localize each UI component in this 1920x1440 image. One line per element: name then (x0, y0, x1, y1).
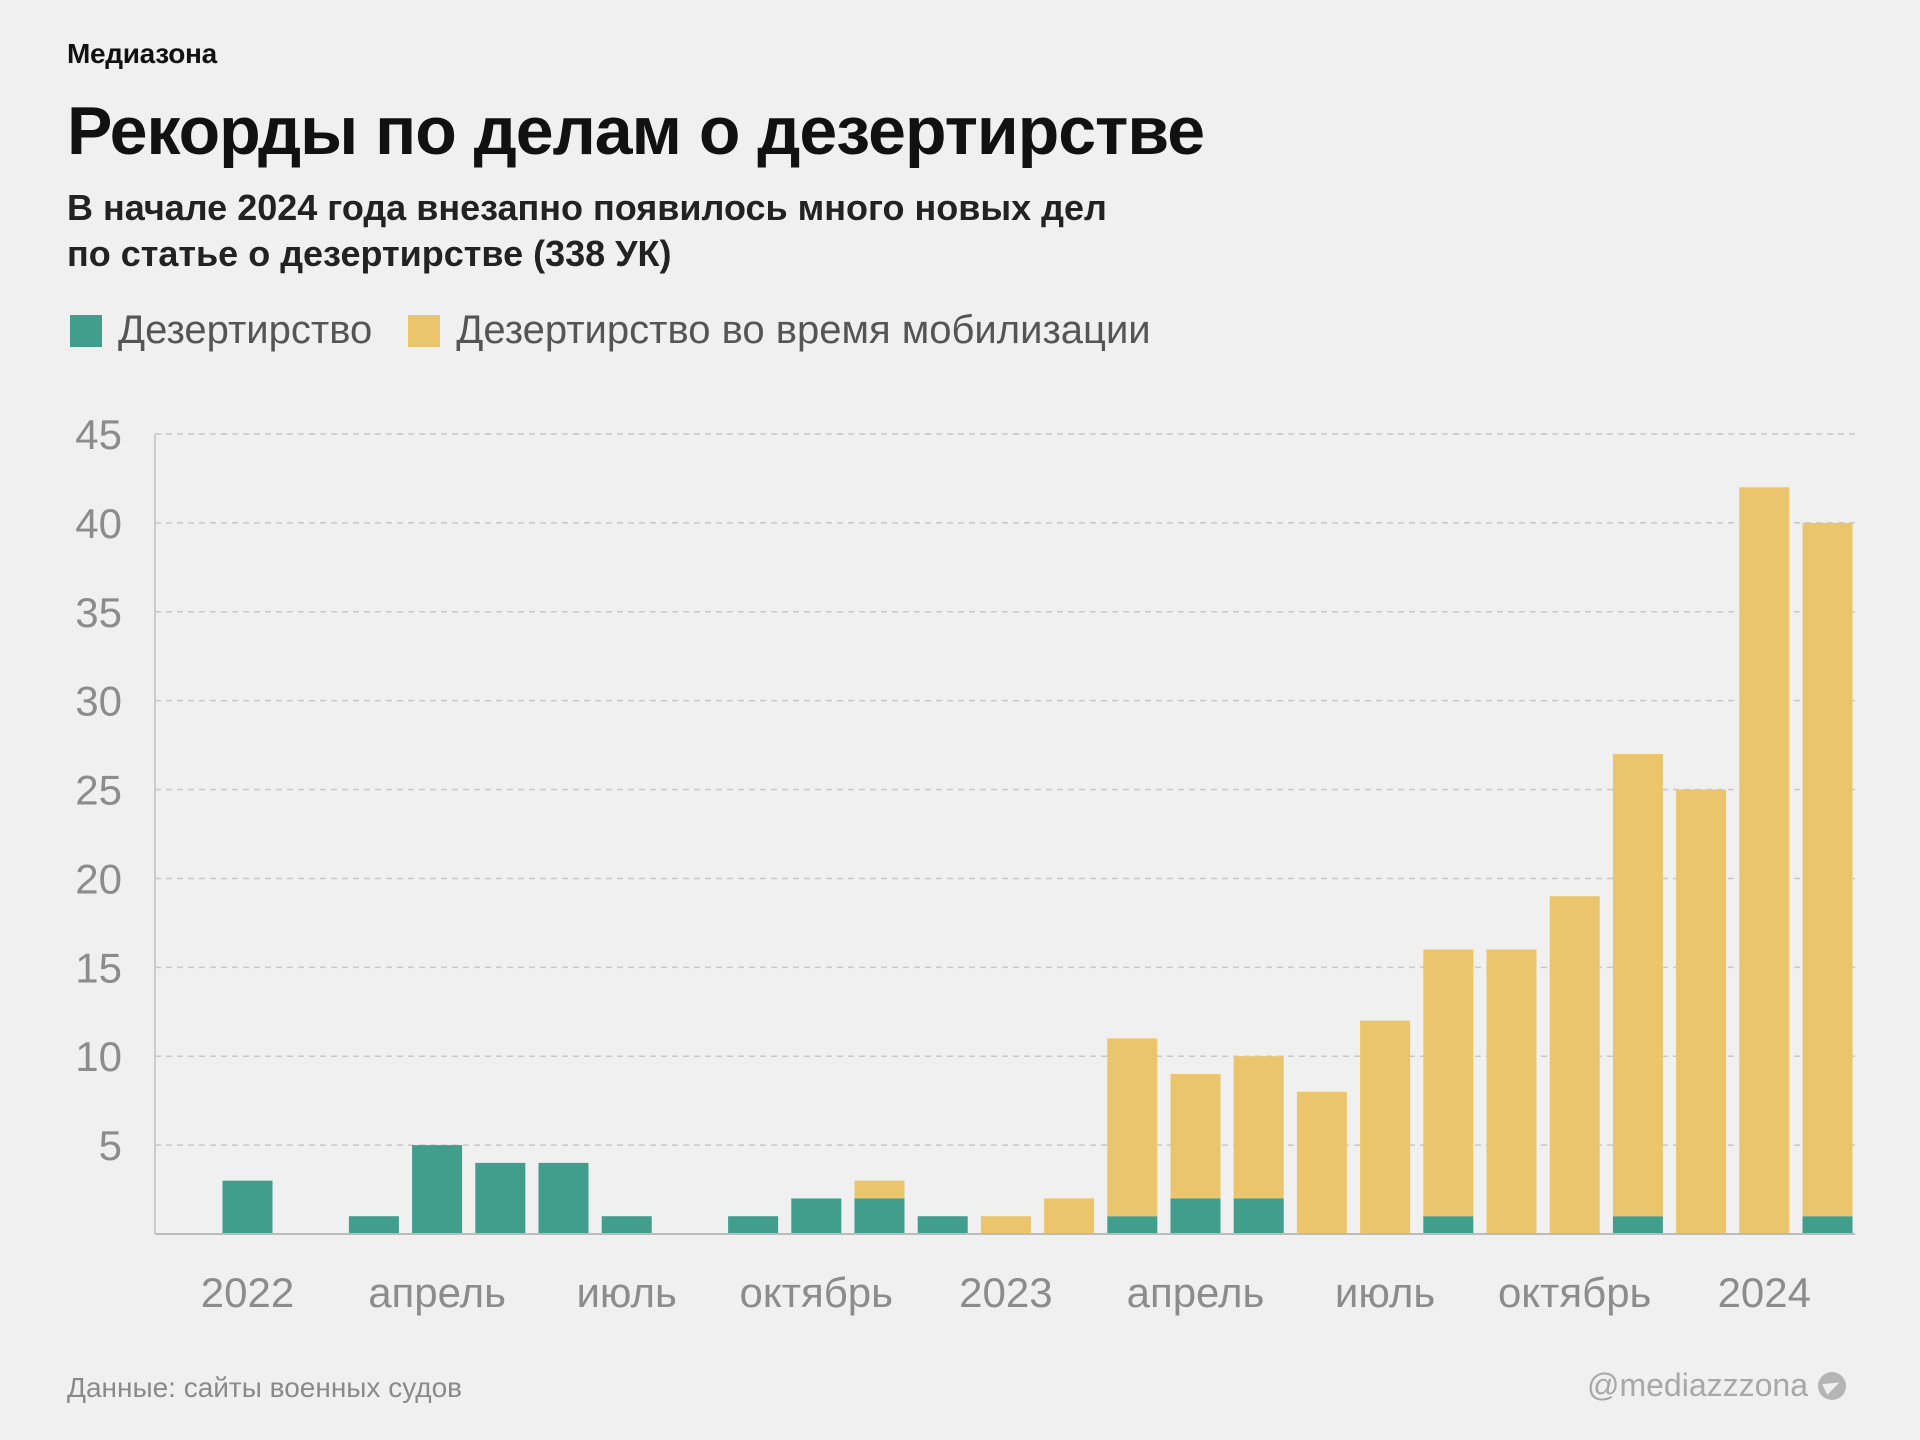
y-tick-label-40: 40 (75, 500, 122, 547)
bar-2022-12-series-0 (917, 1216, 968, 1234)
page-title: Рекорды по делам о дезертирстве (67, 93, 1205, 169)
telegram-icon (1818, 1371, 1846, 1400)
social-handle[interactable]: @mediazzzona (1587, 1367, 1846, 1404)
subtitle-line-1: В начале 2024 года внезапно появилось мн… (67, 187, 1107, 228)
x-tick-label-2024-01: 2024 (1718, 1269, 1811, 1316)
bar-2023-11-series-0 (1612, 1216, 1663, 1234)
y-tick-label-25: 25 (75, 767, 122, 814)
brand-name: Медиазона (67, 38, 217, 69)
bar-2023-05-series-1 (1233, 1056, 1284, 1199)
bar-2022-01-series-0 (222, 1180, 273, 1234)
bar-2022-06-series-0 (538, 1162, 589, 1234)
bar-2024-02-series-1 (1802, 522, 1853, 1217)
bar-2024-01-series-1 (1739, 487, 1790, 1234)
x-tick-label-2022-04: апрель (368, 1269, 506, 1316)
bar-2023-03-series-0 (1107, 1216, 1158, 1234)
bar-2022-05-series-0 (475, 1162, 526, 1234)
bar-2023-09-series-1 (1486, 949, 1537, 1234)
bar-2023-04-series-0 (1170, 1198, 1221, 1234)
x-tick-label-2023-01: 2023 (959, 1269, 1052, 1316)
bar-2023-01-series-1 (980, 1216, 1031, 1234)
bar-2023-08-series-0 (1423, 1216, 1474, 1234)
bar-2023-03-series-1 (1107, 1038, 1158, 1217)
social-handle-text: @mediazzzona (1586, 1367, 1808, 1403)
bar-2022-03-series-0 (348, 1216, 399, 1234)
bar-2022-11-series-0 (854, 1198, 905, 1234)
y-tick-label-15: 15 (75, 944, 122, 991)
bar-2023-06-series-1 (1296, 1091, 1347, 1234)
bar-2022-04-series-0 (412, 1145, 463, 1234)
x-tick-label-2023-07: июль (1335, 1269, 1435, 1316)
x-tick-label-2022-01: 2022 (201, 1269, 294, 1316)
bar-2023-05-series-0 (1233, 1198, 1284, 1234)
bar-2023-10-series-1 (1549, 896, 1600, 1234)
x-tick-label-2023-04: апрель (1127, 1269, 1265, 1316)
legend-label-desertion: Дезертирство (118, 308, 373, 352)
legend-item-desertion: Дезертирство (70, 308, 372, 353)
bar-2023-04-series-1 (1170, 1074, 1221, 1199)
y-tick-label-35: 35 (75, 589, 122, 636)
y-tick-label-30: 30 (75, 678, 122, 725)
x-tick-label-2022-07: июль (576, 1269, 676, 1316)
legend-swatch-desertion-mobilization (408, 314, 441, 347)
y-tick-label-45: 45 (75, 411, 122, 458)
subtitle: В начале 2024 года внезапно появилось мн… (67, 185, 1107, 277)
chart-legend: Дезертирство Дезертирство во время мобил… (70, 308, 1187, 353)
bar-2022-10-series-0 (791, 1198, 842, 1234)
subtitle-line-2: по статье о дезертирстве (338 УК) (67, 233, 672, 274)
bar-2024-02-series-0 (1802, 1216, 1853, 1234)
y-tick-label-5: 5 (99, 1122, 122, 1169)
y-tick-label-10: 10 (75, 1033, 122, 1080)
legend-swatch-desertion (70, 314, 102, 347)
bar-2023-12-series-1 (1676, 789, 1727, 1234)
data-source: Данные: сайты военных судов (67, 1372, 463, 1403)
x-tick-label-2022-10: октябрь (740, 1269, 893, 1316)
bar-2023-08-series-1 (1423, 949, 1474, 1217)
bar-2022-07-series-0 (601, 1216, 652, 1234)
bar-2023-07-series-1 (1360, 1020, 1411, 1234)
bar-2022-09-series-0 (728, 1216, 779, 1234)
bar-2023-11-series-1 (1612, 754, 1663, 1217)
y-tick-label-20: 20 (75, 855, 122, 902)
bar-2023-02-series-1 (1044, 1198, 1095, 1234)
legend-item-desertion-mobilization: Дезертирство во время мобилизации (408, 308, 1151, 353)
x-tick-label-2023-10: октябрь (1498, 1269, 1651, 1316)
bar-2022-11-series-1 (854, 1180, 905, 1199)
legend-label-desertion-mobilization: Дезертирство во время мобилизации (456, 308, 1151, 352)
